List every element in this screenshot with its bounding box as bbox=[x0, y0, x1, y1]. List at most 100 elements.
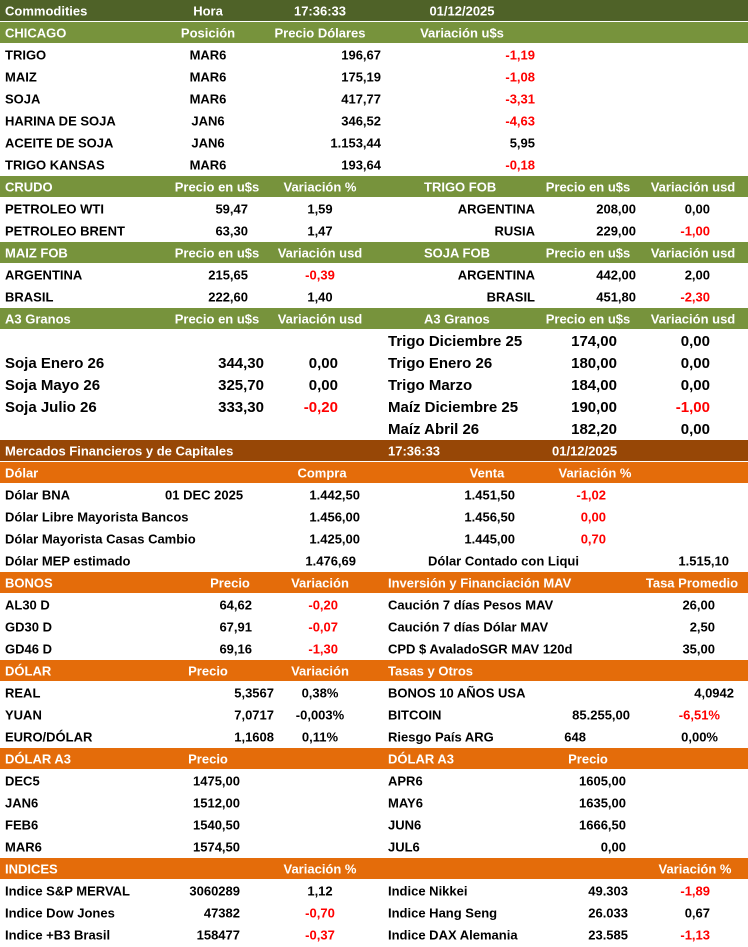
cell: JAN6 bbox=[5, 795, 38, 810]
cell: MAY6 bbox=[388, 795, 423, 810]
header-cell: CRUDO bbox=[5, 179, 53, 194]
cell: 1.153,44 bbox=[330, 135, 381, 150]
cell: 182,20 bbox=[571, 421, 617, 438]
cell: PETROLEO BRENT bbox=[5, 223, 125, 238]
cell: BRASIL bbox=[487, 289, 535, 304]
cell: Indice DAX Alemania bbox=[388, 927, 518, 942]
header-cell: Variación % bbox=[559, 465, 632, 480]
cell: 23.585 bbox=[588, 927, 628, 942]
cell: 64,62 bbox=[219, 597, 252, 612]
cell: PETROLEO WTI bbox=[5, 201, 104, 216]
cell: 5,95 bbox=[510, 135, 535, 150]
cell: 4,0942 bbox=[694, 685, 734, 700]
header-cell: Variación usd bbox=[651, 311, 736, 326]
cell: 346,52 bbox=[341, 113, 381, 128]
cell: APR6 bbox=[388, 773, 423, 788]
cell: 1.442,50 bbox=[309, 487, 360, 502]
cell: 215,65 bbox=[208, 267, 248, 282]
cell: 0,67 bbox=[685, 905, 710, 920]
cell: -1,08 bbox=[505, 69, 535, 84]
header-cell: 01/12/2025 bbox=[429, 3, 494, 18]
cell: 0,00 bbox=[601, 839, 626, 854]
cell: 0,00 bbox=[581, 509, 606, 524]
header-cell: DÓLAR bbox=[5, 663, 52, 678]
header-cell: Variación usd bbox=[651, 179, 736, 194]
cell: -1,13 bbox=[680, 927, 710, 942]
cell: JAN6 bbox=[191, 113, 224, 128]
cell: YUAN bbox=[5, 707, 42, 722]
cell: REAL bbox=[5, 685, 40, 700]
header-cell: Variación usd bbox=[651, 245, 736, 260]
header-cell: Precio en u$s bbox=[546, 179, 631, 194]
cell: ARGENTINA bbox=[458, 201, 536, 216]
cell: 442,00 bbox=[596, 267, 636, 282]
cell: 1.456,50 bbox=[464, 509, 515, 524]
cell: 0,00% bbox=[681, 729, 718, 744]
header-cell: Inversión y Financiación MAV bbox=[388, 575, 572, 590]
cell: Dólar Contado con Liqui bbox=[428, 553, 579, 568]
header-cell: Tasas y Otros bbox=[388, 663, 473, 678]
section-header-bg bbox=[0, 748, 748, 769]
cell: MAR6 bbox=[190, 91, 227, 106]
header-cell: Precio en u$s bbox=[546, 245, 631, 260]
cell: 229,00 bbox=[596, 223, 636, 238]
cell: 3060289 bbox=[189, 883, 240, 898]
cell: MAR6 bbox=[5, 839, 42, 854]
cell: -0,37 bbox=[305, 927, 335, 942]
cell: 2,50 bbox=[690, 619, 715, 634]
header-cell: A3 Granos bbox=[424, 311, 490, 326]
cell: Trigo Diciembre 25 bbox=[388, 333, 522, 350]
header-cell: Variación usd bbox=[278, 311, 363, 326]
cell: Trigo Marzo bbox=[388, 377, 472, 394]
header-cell: MAIZ FOB bbox=[5, 245, 68, 260]
cell: BONOS 10 AÑOS USA bbox=[388, 685, 526, 700]
header-cell: Mercados Financieros y de Capitales bbox=[5, 443, 233, 458]
cell: 1,47 bbox=[307, 223, 332, 238]
section-header-bg bbox=[0, 22, 748, 43]
cell: 208,00 bbox=[596, 201, 636, 216]
cell: 1666,50 bbox=[579, 817, 626, 832]
cell: 85.255,00 bbox=[572, 707, 630, 722]
cell: EURO/DÓLAR bbox=[5, 729, 93, 744]
header-cell: Dólar bbox=[5, 465, 38, 480]
cell: -4,63 bbox=[505, 113, 535, 128]
cell: 0,00 bbox=[681, 333, 710, 350]
header-cell: Variación usd bbox=[278, 245, 363, 260]
cell: Maíz Abril 26 bbox=[388, 421, 479, 438]
cell: Indice +B3 Brasil bbox=[5, 927, 110, 942]
cell: -1,00 bbox=[680, 223, 710, 238]
cell: -1,02 bbox=[576, 487, 606, 502]
cell: MAR6 bbox=[190, 47, 227, 62]
cell: Dólar Libre Mayorista Bancos bbox=[5, 509, 189, 524]
cell: -1,89 bbox=[680, 883, 710, 898]
cell: MAIZ bbox=[5, 69, 37, 84]
cell: 7,0717 bbox=[234, 707, 274, 722]
header-cell: Precio en u$s bbox=[175, 245, 260, 260]
cell: 0,00 bbox=[681, 377, 710, 394]
cell: 1540,50 bbox=[193, 817, 240, 832]
cell: Dólar BNA bbox=[5, 487, 71, 502]
cell: BITCOIN bbox=[388, 707, 441, 722]
header-cell: INDICES bbox=[5, 861, 58, 876]
cell: 1.476,69 bbox=[305, 553, 356, 568]
cell: GD30 D bbox=[5, 619, 52, 634]
cell: 333,30 bbox=[218, 399, 264, 416]
header-cell: SOJA FOB bbox=[424, 245, 490, 260]
cell: FEB6 bbox=[5, 817, 38, 832]
cell: ARGENTINA bbox=[458, 267, 536, 282]
cell: 193,64 bbox=[341, 157, 382, 172]
header-cell: Precio en u$s bbox=[175, 179, 260, 194]
cell: 1,40 bbox=[307, 289, 332, 304]
cell: 196,67 bbox=[341, 47, 381, 62]
cell: 1,12 bbox=[307, 883, 332, 898]
header-cell: Hora bbox=[193, 3, 223, 18]
cell: 63,30 bbox=[215, 223, 248, 238]
cell: 184,00 bbox=[571, 377, 617, 394]
cell: -6,51% bbox=[679, 707, 721, 722]
cell: Maíz Diciembre 25 bbox=[388, 399, 518, 416]
cell: Caución 7 días Dólar MAV bbox=[388, 619, 548, 634]
header-cell: DÓLAR A3 bbox=[388, 751, 454, 766]
header-cell: Precio en u$s bbox=[175, 311, 260, 326]
cell: 190,00 bbox=[571, 399, 617, 416]
